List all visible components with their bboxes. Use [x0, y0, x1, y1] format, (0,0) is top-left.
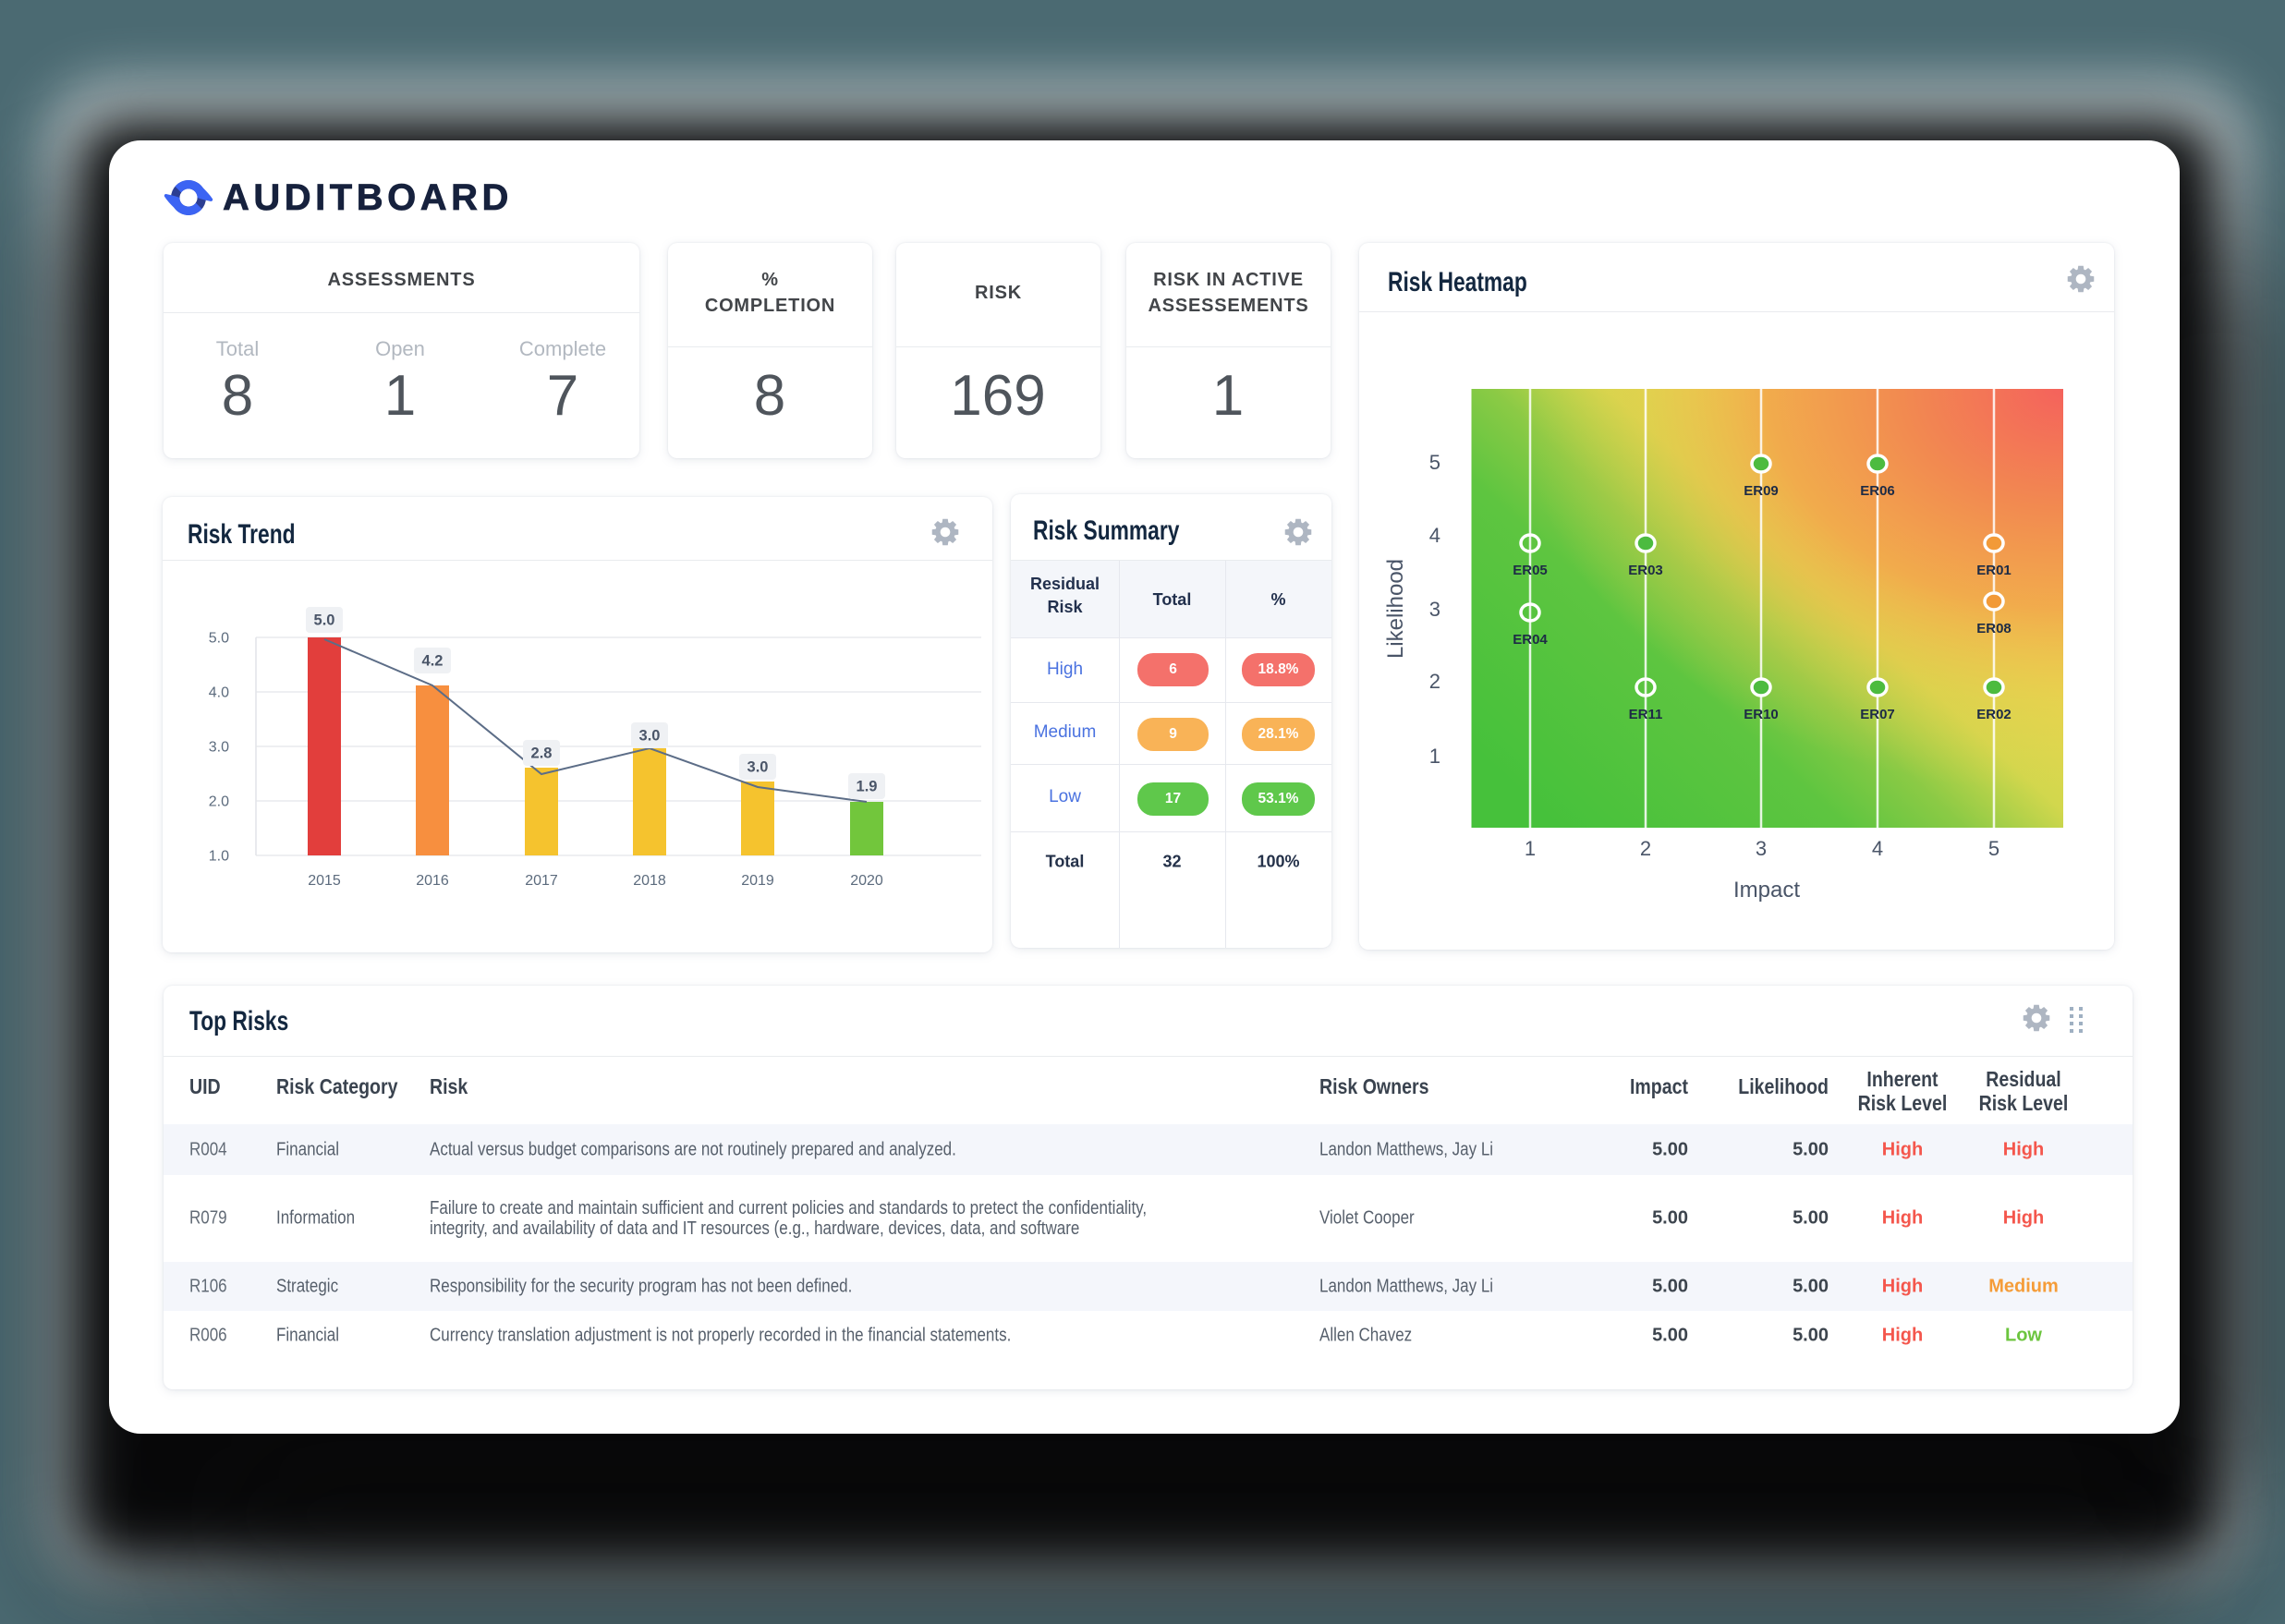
svg-text:4: 4 — [1429, 524, 1440, 547]
svg-text:ER07: ER07 — [1860, 707, 1895, 722]
svg-text:5: 5 — [1429, 451, 1440, 474]
svg-text:Likelihood: Likelihood — [1383, 559, 1408, 659]
svg-text:4.2: 4.2 — [422, 653, 444, 670]
svg-text:ER11: ER11 — [1629, 707, 1663, 722]
svg-text:2: 2 — [1429, 670, 1440, 693]
svg-text:Impact: Impact — [1733, 878, 1800, 903]
svg-text:3: 3 — [1429, 598, 1440, 621]
svg-text:5.0: 5.0 — [209, 631, 229, 647]
svg-text:4.0: 4.0 — [209, 685, 229, 701]
svg-text:2.8: 2.8 — [531, 745, 553, 762]
svg-text:ER04: ER04 — [1513, 632, 1548, 648]
svg-text:1: 1 — [1525, 837, 1536, 860]
svg-text:3.0: 3.0 — [209, 740, 229, 756]
svg-text:ER06: ER06 — [1860, 483, 1895, 499]
svg-text:ER02: ER02 — [1976, 707, 2012, 722]
svg-text:2: 2 — [1640, 837, 1651, 860]
svg-text:4: 4 — [1872, 837, 1883, 860]
svg-text:2020: 2020 — [850, 873, 883, 889]
svg-text:2016: 2016 — [416, 873, 449, 889]
svg-text:2019: 2019 — [741, 873, 774, 889]
svg-text:2.0: 2.0 — [209, 794, 229, 810]
svg-text:1: 1 — [1429, 745, 1440, 768]
svg-text:ER03: ER03 — [1628, 563, 1663, 578]
svg-text:2015: 2015 — [308, 873, 341, 889]
svg-text:3.0: 3.0 — [747, 759, 769, 776]
svg-text:3: 3 — [1756, 837, 1767, 860]
svg-text:1.9: 1.9 — [857, 779, 878, 795]
svg-text:5.0: 5.0 — [314, 612, 335, 629]
svg-text:3.0: 3.0 — [639, 728, 661, 745]
svg-text:ER09: ER09 — [1744, 483, 1779, 499]
svg-text:ER01: ER01 — [1976, 563, 2012, 578]
svg-text:ER08: ER08 — [1976, 621, 2012, 636]
svg-text:5: 5 — [1988, 837, 1999, 860]
svg-text:2018: 2018 — [633, 873, 666, 889]
svg-text:1.0: 1.0 — [209, 849, 229, 865]
svg-text:ER05: ER05 — [1513, 563, 1548, 578]
svg-text:2017: 2017 — [525, 873, 558, 889]
svg-text:ER10: ER10 — [1744, 707, 1779, 722]
